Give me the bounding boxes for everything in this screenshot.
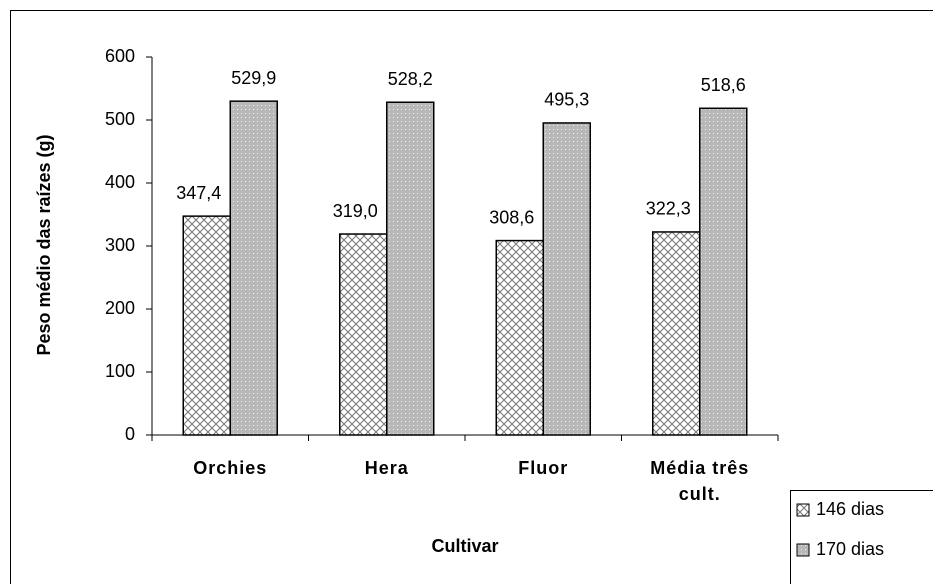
- legend-label: 170 dias: [816, 539, 884, 559]
- x-tick-label: Fluor: [518, 458, 569, 478]
- x-tick-label: Média três cult.: [650, 458, 750, 504]
- value-label: 495,3: [544, 90, 589, 110]
- y-tick-label: 0: [125, 424, 135, 444]
- bar: [182, 215, 231, 436]
- bar: [542, 122, 591, 436]
- bar: [495, 239, 544, 436]
- frame: [10, 10, 933, 584]
- y-tick-label: 600: [105, 46, 135, 66]
- legend-swatch: [796, 543, 810, 557]
- value-label: 518,6: [701, 75, 746, 95]
- value-label: 347,4: [176, 183, 221, 203]
- bar: [699, 107, 748, 436]
- legend-box: [790, 490, 933, 584]
- x-tick-label: Hera: [364, 458, 409, 478]
- y-tick-label: 400: [105, 172, 135, 192]
- y-tick-label: 100: [105, 361, 135, 381]
- bar: [339, 233, 388, 436]
- y-tick-label: 500: [105, 109, 135, 129]
- y-tick-label: 300: [105, 235, 135, 255]
- legend-label: 146 dias: [816, 499, 884, 519]
- x-tick-label: Orchies: [193, 458, 268, 478]
- value-label: 308,6: [489, 207, 534, 227]
- value-label: 322,3: [646, 199, 691, 219]
- y-axis-title: Peso médio das raízes (g): [34, 134, 54, 355]
- y-tick-label: 200: [105, 298, 135, 318]
- value-label: 528,2: [388, 69, 433, 89]
- value-label: 319,0: [333, 201, 378, 221]
- bar: [386, 101, 435, 436]
- x-axis-title: Cultivar: [431, 536, 498, 556]
- legend-swatch: [796, 503, 810, 517]
- value-label: 529,9: [231, 68, 276, 88]
- bar: [652, 231, 701, 436]
- bar: [229, 100, 278, 436]
